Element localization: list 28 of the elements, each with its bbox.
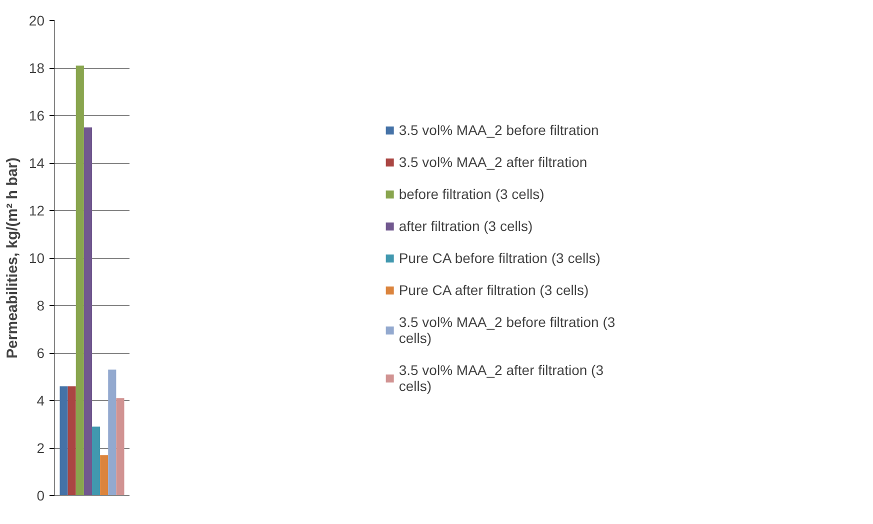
bar (76, 66, 84, 496)
legend-label: 3.5 vol% MAA_2 before filtration (3 cells) (398, 314, 616, 346)
bar (60, 386, 68, 496)
y-tick-label: 14 (28, 155, 45, 171)
legend-label: before filtration (3 cells) (398, 186, 544, 202)
bar (68, 386, 76, 496)
bar (84, 127, 92, 496)
legend-label: Pure CA after filtration (3 cells) (398, 282, 589, 298)
y-tick-label: 20 (28, 12, 45, 28)
y-tick-label: 10 (28, 250, 45, 266)
bar (116, 398, 124, 496)
y-tick-label: 4 (36, 392, 45, 408)
bar (92, 426, 100, 496)
y-tick-label: 0 (36, 488, 45, 504)
bar (100, 455, 108, 496)
y-tick-label: 16 (28, 108, 45, 124)
y-tick-label: 12 (28, 202, 45, 218)
y-axis-title: Permeabilities, kg/(m² h bar) (4, 158, 21, 358)
y-tick-label: 6 (36, 345, 45, 361)
y-tick-label: 8 (36, 298, 45, 314)
legend-label: Pure CA before filtration (3 cells) (398, 250, 600, 266)
legend-label: after filtration (3 cells) (398, 218, 533, 234)
legend-label: 3.5 vol% MAA_2 after filtration (3 cells) (398, 362, 604, 394)
legend-label: 3.5 vol% MAA_2 after filtration (398, 154, 588, 170)
y-tick-label: 18 (28, 60, 45, 76)
legend-label: 3.5 vol% MAA_2 before filtration (398, 122, 599, 138)
bar (108, 370, 116, 496)
y-tick-label: 2 (36, 440, 45, 456)
